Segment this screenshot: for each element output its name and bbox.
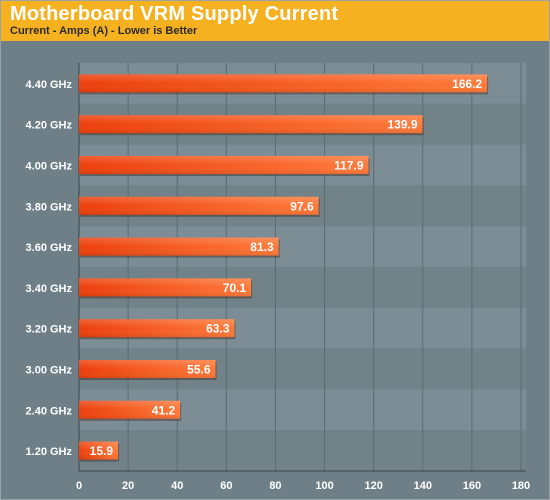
category-label: 3.00 GHz	[26, 365, 73, 377]
bar-highlight	[79, 360, 216, 378]
bar-value-label: 55.6	[187, 363, 211, 377]
x-tick-label: 40	[171, 480, 183, 492]
category-label: 3.40 GHz	[26, 283, 73, 295]
bar-highlight	[79, 400, 181, 419]
bar-highlight	[79, 319, 235, 338]
category-label: 2.40 GHz	[26, 405, 73, 417]
category-label: 1.20 GHz	[26, 446, 73, 458]
bar-value-label: 139.9	[388, 118, 418, 132]
bar-value-label: 70.1	[223, 281, 247, 295]
x-tick-label: 60	[220, 480, 232, 492]
category-label: 3.60 GHz	[26, 242, 73, 254]
x-tick-label: 100	[315, 480, 333, 492]
bar-highlight	[79, 441, 119, 460]
bar-value-label: 97.6	[290, 199, 314, 213]
category-label: 4.20 GHz	[26, 120, 73, 132]
x-tick-label: 20	[122, 480, 134, 492]
category-label: 3.80 GHz	[26, 201, 73, 213]
bar-value-label: 81.3	[250, 240, 274, 254]
category-label: 4.00 GHz	[26, 161, 73, 173]
x-tick-label: 180	[512, 480, 530, 492]
bar-value-label: 117.9	[334, 159, 364, 173]
chart-subtitle: Current - Amps (A) - Lower is Better	[10, 25, 198, 37]
row-band	[79, 430, 526, 471]
x-tick-label: 160	[463, 480, 481, 492]
bar-highlight	[79, 278, 252, 297]
chart-header: Motherboard VRM Supply Current Current -…	[1, 1, 549, 41]
x-tick-label: 140	[414, 480, 432, 492]
chart-title: Motherboard VRM Supply Current	[10, 3, 339, 25]
bar-highlight	[79, 74, 488, 93]
bar-value-label: 63.3	[206, 322, 230, 336]
bar-chart-plot: 0 20 40 60 80 100 120 140 160 180 4.40 GHz 166.2 4.2…	[26, 63, 530, 492]
x-tick-label: 0	[76, 480, 82, 492]
x-tick-label: 120	[364, 480, 382, 492]
bar-highlight	[79, 115, 423, 134]
bar-highlight	[79, 156, 369, 174]
bar-value-label: 41.2	[152, 403, 176, 417]
category-label: 4.40 GHz	[26, 79, 73, 91]
bar-highlight	[79, 237, 279, 256]
bar-value-label: 15.9	[90, 444, 114, 458]
bar-value-label: 166.2	[452, 77, 482, 91]
bar-highlight	[79, 196, 319, 215]
x-tick-label: 80	[269, 480, 281, 492]
category-label: 3.20 GHz	[26, 324, 73, 336]
